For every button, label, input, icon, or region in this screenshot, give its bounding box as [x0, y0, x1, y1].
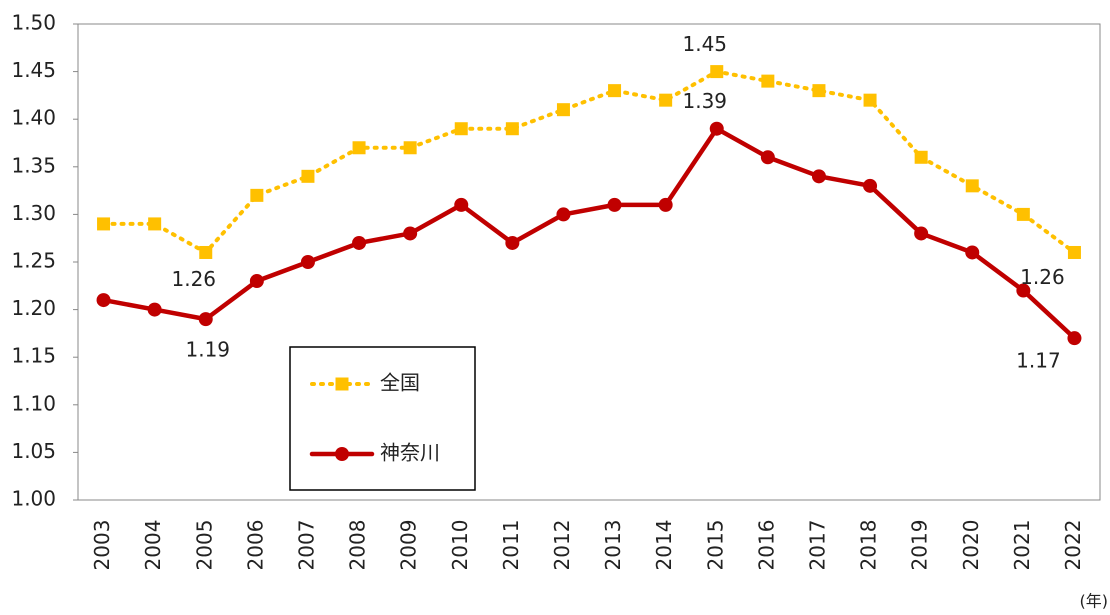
legend-label: 神奈川	[380, 441, 440, 465]
data-label: 1.45	[682, 32, 727, 56]
data-point	[352, 235, 367, 250]
data-point	[556, 207, 571, 222]
x-tick-label: 2007	[294, 520, 318, 571]
data-label: 1.17	[1016, 349, 1061, 373]
data-point	[812, 84, 826, 98]
legend-marker	[335, 377, 349, 391]
x-tick-label: 2018	[857, 520, 881, 571]
data-point	[1016, 207, 1030, 221]
x-tick-label: 2005	[192, 520, 216, 571]
y-tick-label: 1.15	[11, 344, 56, 368]
x-tick-label: 2006	[243, 520, 267, 571]
data-point	[96, 293, 111, 308]
y-tick-label: 1.50	[11, 11, 56, 35]
series-line	[101, 69, 1077, 255]
data-point	[863, 93, 877, 107]
y-tick-label: 1.35	[11, 153, 56, 177]
x-tick-label: 2010	[448, 520, 472, 571]
y-tick-label: 1.05	[11, 439, 56, 463]
data-point	[249, 274, 264, 289]
y-tick-label: 1.40	[11, 106, 56, 130]
data-point	[454, 197, 469, 212]
data-label: 1.26	[1020, 265, 1065, 289]
y-tick-label: 1.00	[11, 487, 56, 511]
x-tick-label: 2016	[754, 520, 778, 571]
data-point	[863, 178, 878, 193]
plot-frame	[77, 23, 1101, 501]
data-point	[199, 245, 213, 259]
data-point	[761, 74, 775, 88]
data-point	[505, 122, 519, 136]
y-tick-label: 1.30	[11, 201, 56, 225]
data-point	[710, 65, 724, 79]
data-point	[658, 197, 673, 212]
data-point	[709, 121, 724, 136]
legend-marker	[335, 447, 349, 461]
data-point	[198, 312, 213, 327]
data-point	[1067, 331, 1082, 346]
x-tick-label: 2012	[550, 520, 574, 571]
x-tick-label: 2003	[90, 520, 114, 571]
data-point	[914, 226, 929, 241]
x-axis-label: (年)	[1080, 592, 1109, 611]
data-label: 1.19	[185, 338, 230, 362]
data-point	[148, 217, 162, 231]
data-point	[760, 150, 775, 165]
x-tick-label: 2014	[652, 520, 676, 571]
data-point	[556, 103, 570, 117]
data-point	[454, 122, 468, 136]
x-tick-label: 2017	[805, 520, 829, 571]
data-point	[403, 141, 417, 155]
y-tick-label: 1.20	[11, 296, 56, 320]
data-point	[250, 188, 264, 202]
data-point	[300, 255, 315, 269]
data-point	[147, 302, 162, 317]
data-label: 1.39	[682, 89, 727, 113]
data-label: 1.26	[171, 267, 216, 291]
legend-box	[289, 346, 476, 491]
data-point	[914, 150, 928, 164]
y-tick-label: 1.10	[11, 391, 56, 415]
data-point	[352, 141, 366, 155]
data-point	[97, 217, 111, 231]
legend-label: 全国	[380, 371, 420, 395]
data-point	[607, 197, 622, 212]
x-tick-label: 2008	[346, 520, 370, 571]
x-tick-label: 2021	[1010, 520, 1034, 571]
series-line	[101, 126, 1077, 341]
data-point	[1067, 245, 1081, 259]
x-tick-label: 2019	[908, 520, 932, 571]
x-tick-label: 2009	[397, 520, 421, 571]
x-tick-label: 2013	[601, 520, 625, 571]
data-point	[505, 235, 520, 250]
data-point	[965, 245, 980, 260]
data-point	[811, 169, 826, 184]
x-tick-label: 2011	[499, 520, 523, 571]
data-point	[965, 179, 979, 193]
data-point	[403, 226, 418, 241]
data-point	[301, 169, 315, 183]
y-tick-label: 1.25	[11, 249, 56, 273]
y-tick-label: 1.45	[11, 58, 56, 82]
x-tick-label: 2022	[1061, 520, 1085, 571]
data-point	[1016, 283, 1031, 298]
x-tick-label: 2004	[141, 520, 165, 571]
data-point	[608, 84, 622, 98]
x-tick-label: 2015	[703, 520, 727, 571]
x-tick-label: 2020	[959, 520, 983, 571]
data-point	[659, 93, 673, 107]
